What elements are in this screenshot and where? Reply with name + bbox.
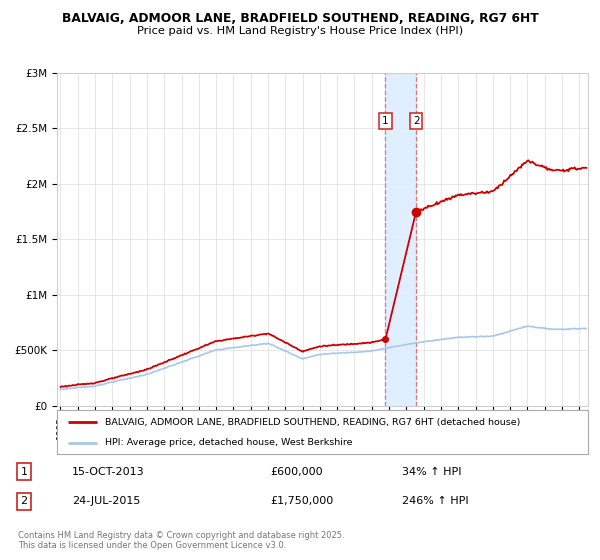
Text: 34% ↑ HPI: 34% ↑ HPI [402, 466, 461, 477]
Text: Price paid vs. HM Land Registry's House Price Index (HPI): Price paid vs. HM Land Registry's House … [137, 26, 463, 36]
Text: BALVAIG, ADMOOR LANE, BRADFIELD SOUTHEND, READING, RG7 6HT (detached house): BALVAIG, ADMOOR LANE, BRADFIELD SOUTHEND… [105, 418, 520, 427]
Text: 1: 1 [20, 466, 28, 477]
Text: HPI: Average price, detached house, West Berkshire: HPI: Average price, detached house, West… [105, 438, 352, 447]
Text: BALVAIG, ADMOOR LANE, BRADFIELD SOUTHEND, READING, RG7 6HT: BALVAIG, ADMOOR LANE, BRADFIELD SOUTHEND… [62, 12, 538, 25]
Bar [385, 73, 416, 406]
Text: 15-OCT-2013: 15-OCT-2013 [72, 466, 145, 477]
Text: 2: 2 [20, 496, 28, 506]
Text: 2: 2 [413, 116, 419, 126]
Text: 24-JUL-2015: 24-JUL-2015 [72, 496, 140, 506]
Text: 1: 1 [382, 116, 389, 126]
Text: 246% ↑ HPI: 246% ↑ HPI [402, 496, 469, 506]
Text: £1,750,000: £1,750,000 [270, 496, 333, 506]
Text: £600,000: £600,000 [270, 466, 323, 477]
Text: Contains HM Land Registry data © Crown copyright and database right 2025.
This d: Contains HM Land Registry data © Crown c… [18, 531, 344, 550]
